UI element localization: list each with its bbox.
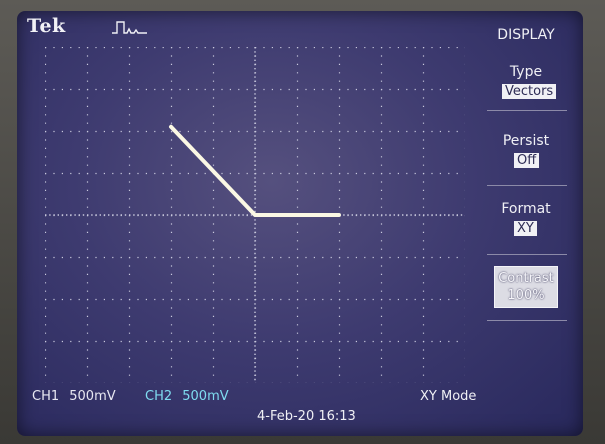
ch1-readout: CH1 500mV <box>32 389 116 404</box>
type-label: Type <box>509 64 543 80</box>
format-softkey[interactable]: XY <box>514 221 537 236</box>
format-label: Format <box>501 201 551 217</box>
ch1-label: CH1 <box>32 389 60 404</box>
menu-divider <box>487 110 567 111</box>
menu-title: DISPLAY <box>497 27 555 43</box>
trigger-pulse-icon <box>112 21 147 34</box>
contrast-softkey[interactable]: Contrast 100% <box>494 266 558 308</box>
ch2-readout: CH2 500mV <box>145 389 229 404</box>
menu-divider <box>487 320 567 321</box>
tek-logo: Tek <box>27 15 66 37</box>
xy-trace <box>169 124 341 217</box>
ch1-scale: 500mV <box>69 389 116 404</box>
mode-indicator: XY Mode <box>420 389 477 404</box>
graticule <box>45 47 465 383</box>
ch2-label: CH2 <box>145 389 173 404</box>
ch2-scale: 500mV <box>182 389 229 404</box>
scope-screen: Tek CH1 500mV CH2 500mV XY Mode 4-Feb-20… <box>17 11 583 436</box>
type-softkey[interactable]: Vectors <box>502 84 557 99</box>
persist-softkey[interactable]: Off <box>514 153 540 168</box>
menu-divider <box>487 185 567 186</box>
persist-label: Persist <box>502 133 550 149</box>
menu-divider <box>487 254 567 255</box>
contrast-label: Contrast <box>498 271 554 286</box>
timestamp: 4-Feb-20 16:13 <box>257 409 356 424</box>
contrast-value: 100% <box>507 288 545 303</box>
